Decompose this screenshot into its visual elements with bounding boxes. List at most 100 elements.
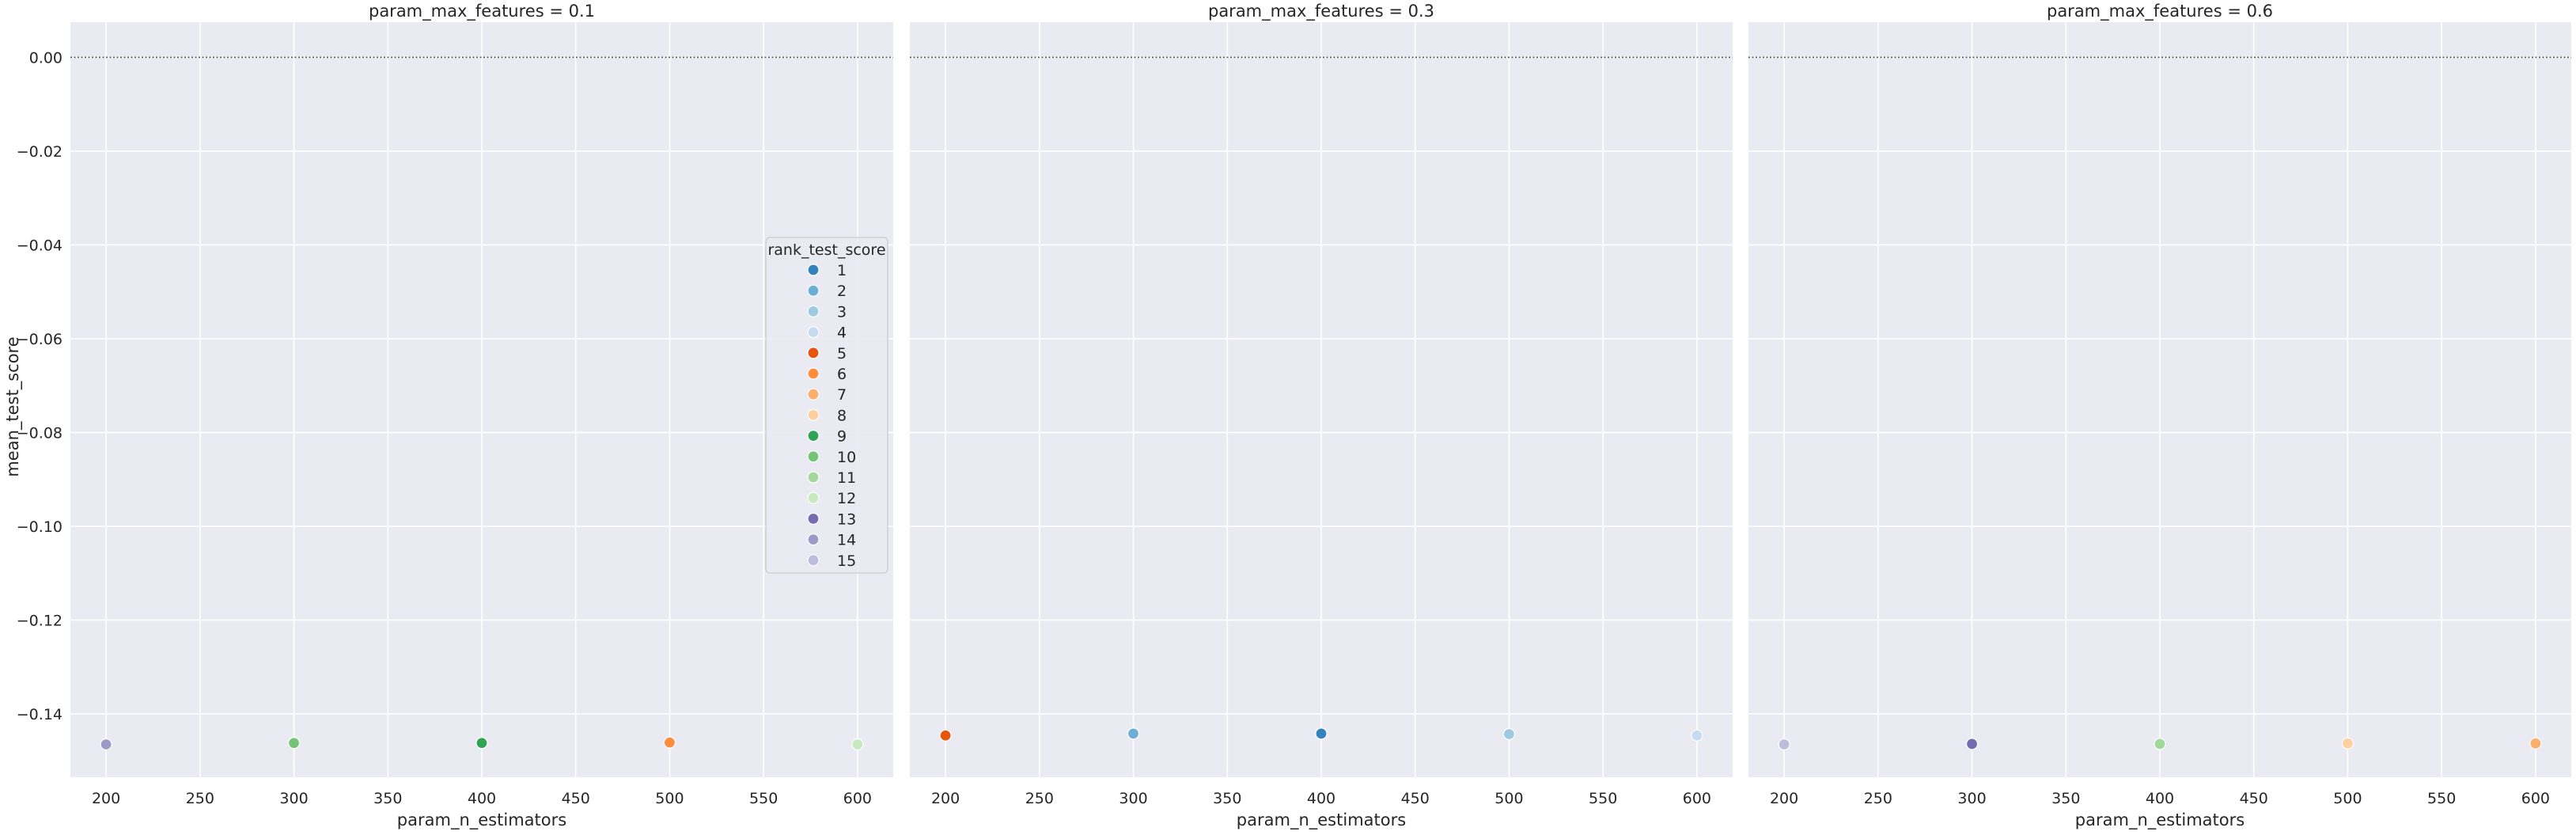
panel-title: param_max_features = 0.3 — [1208, 2, 1434, 21]
data-point-rank-3 — [1502, 727, 1516, 741]
legend-marker — [807, 388, 820, 400]
legend-item: 8 — [807, 407, 847, 424]
y-tick-label: −0.02 — [17, 143, 63, 161]
x-tick-label: 200 — [1770, 790, 1798, 807]
legend-label: 3 — [837, 303, 847, 321]
data-point-rank-11 — [2154, 738, 2166, 750]
legend-label: 2 — [837, 283, 847, 300]
x-tick-label: 400 — [2146, 790, 2174, 807]
x-tick-label: 400 — [1307, 790, 1335, 807]
legend-label: 10 — [837, 449, 856, 466]
legend-marker — [807, 471, 820, 484]
legend-label: 5 — [837, 345, 847, 362]
data-point-rank-10 — [287, 737, 301, 750]
legend-item: 10 — [807, 449, 856, 466]
x-tick-label: 550 — [749, 790, 778, 807]
legend-label: 6 — [837, 366, 847, 383]
legend-item: 5 — [807, 345, 847, 362]
legend-item: 3 — [807, 303, 847, 321]
legend-label: 1 — [837, 262, 847, 279]
legend-item: 7 — [807, 386, 847, 404]
x-tick-label: 550 — [1589, 790, 1617, 807]
x-tick-label: 300 — [279, 790, 308, 807]
panel-3: 200 250 300 350 400 450 500 550 600 param_max_fea… — [1748, 2, 2571, 830]
legend-label: 8 — [837, 407, 847, 424]
x-tick-label: 300 — [1119, 790, 1147, 807]
data-point-rank-7 — [2529, 737, 2542, 750]
panel-title: param_max_features = 0.6 — [2047, 2, 2273, 21]
legend-marker — [807, 492, 820, 504]
legend-label: 7 — [837, 386, 847, 404]
x-tick-label: 600 — [843, 790, 872, 807]
y-tick-label: 0.00 — [29, 49, 63, 66]
data-point-rank-12 — [851, 738, 864, 751]
legend-item: 4 — [807, 325, 847, 342]
x-tick-label: 450 — [562, 790, 590, 807]
x-tick-label: 400 — [468, 790, 496, 807]
data-point-rank-1 — [1315, 727, 1328, 740]
legend-marker — [807, 533, 820, 546]
y-tick-label: −0.14 — [17, 706, 63, 723]
panel-2: 200 250 300 350 400 450 500 550 600 param_max_fea… — [910, 2, 1733, 830]
x-axis-title: param_n_estimators — [397, 810, 566, 830]
legend-item: 14 — [807, 532, 856, 549]
legend-marker — [807, 450, 820, 463]
chart-panels: 200 250 300 350 400 450 500 550 600 0.00 −0.02 −0.0… — [17, 2, 2571, 830]
x-tick-label: 350 — [2051, 790, 2080, 807]
x-axis-title: param_n_estimators — [1237, 810, 1406, 830]
legend-marker — [807, 429, 820, 442]
data-point-rank-6 — [663, 736, 676, 749]
legend-label: 11 — [837, 469, 856, 487]
legend-marker — [807, 512, 820, 526]
data-point-rank-15 — [1778, 738, 1790, 751]
data-point-rank-4 — [1691, 729, 1703, 742]
x-tick-label: 550 — [2427, 790, 2456, 807]
x-tick-label: 600 — [2521, 790, 2550, 807]
x-tick-label: 450 — [2240, 790, 2268, 807]
legend-marker — [807, 554, 820, 567]
x-tick-label: 350 — [1213, 790, 1241, 807]
legend-title: rank_test_score — [767, 241, 885, 259]
data-point-rank-2 — [1127, 727, 1140, 740]
legend-item: 12 — [807, 490, 856, 507]
legend-item: 6 — [807, 366, 847, 383]
legend-label: 14 — [837, 532, 856, 549]
legend-marker — [807, 284, 820, 297]
y-tick-label: −0.12 — [17, 612, 63, 629]
legend-marker — [807, 326, 820, 339]
data-point-rank-9 — [475, 737, 488, 750]
data-point-rank-8 — [2341, 737, 2354, 750]
legend-label: 13 — [837, 510, 856, 528]
x-tick-label: 300 — [1957, 790, 1986, 807]
legend-item: 11 — [807, 469, 856, 487]
legend-marker — [807, 347, 820, 359]
x-tick-label: 250 — [1864, 790, 1892, 807]
legend-marker — [807, 305, 820, 317]
panel-title: param_max_features = 0.1 — [369, 2, 595, 21]
y-tick-label: −0.10 — [17, 518, 63, 536]
legend-item: 13 — [807, 510, 856, 528]
x-tick-label: 500 — [1494, 790, 1523, 807]
data-point-rank-13 — [1965, 738, 1979, 750]
data-point-rank-14 — [100, 738, 112, 751]
legend-item: 9 — [807, 428, 847, 446]
legend-marker — [807, 408, 820, 422]
legend-item: 1 — [807, 262, 847, 279]
legend-label: 4 — [837, 325, 847, 342]
x-tick-label: 250 — [186, 790, 214, 807]
legend-label: 15 — [837, 552, 856, 570]
legend-marker — [807, 264, 820, 276]
legend-item: 15 — [807, 552, 856, 570]
x-tick-label: 250 — [1025, 790, 1054, 807]
legend-box — [765, 237, 888, 574]
x-axis-title: param_n_estimators — [2075, 810, 2245, 830]
data-point-rank-5 — [939, 729, 952, 742]
y-tick-label: −0.08 — [17, 424, 63, 442]
legend-item: 2 — [807, 283, 847, 300]
x-tick-label: 200 — [92, 790, 120, 807]
x-tick-label: 200 — [931, 790, 960, 807]
legend-label: 12 — [837, 490, 856, 507]
y-axis-title: mean_test_score — [3, 336, 23, 476]
